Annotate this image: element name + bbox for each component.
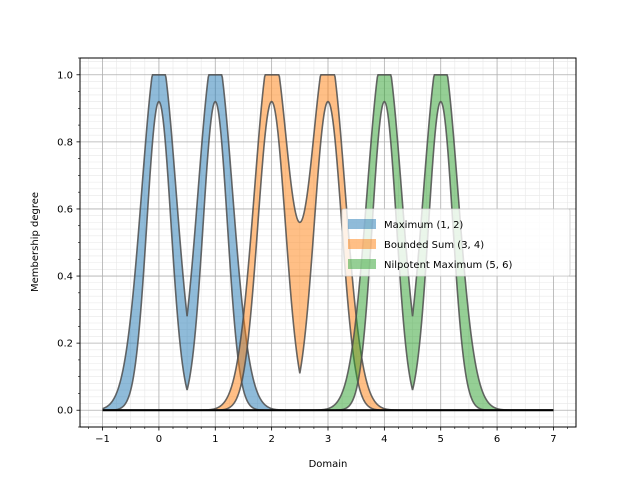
y-tick-label: 1.0: [57, 70, 73, 81]
y-tick-label: 0.4: [57, 272, 73, 283]
legend: Maximum (1, 2) Bounded Sum (3, 4) Nilpoten…: [341, 208, 571, 277]
x-tick-label: 5: [438, 434, 444, 445]
x-tick-label: 0: [156, 434, 162, 445]
x-tick-label: 1: [212, 434, 218, 445]
legend-label: Maximum (1, 2): [384, 220, 463, 231]
x-tick-label: 3: [325, 434, 331, 445]
legend-swatch: [348, 219, 376, 229]
x-tick-label: 4: [381, 434, 387, 445]
y-axis-label: Membership degree: [30, 192, 41, 292]
y-axis-ticks: 0.0 0.2 0.4 0.6 0.8 1.0: [57, 57, 80, 428]
x-axis-ticks: −1 0 1 2 3 4 5 6 7: [88, 427, 568, 445]
x-tick-label: −1: [95, 434, 110, 445]
legend-swatch: [348, 259, 376, 269]
legend-swatch: [348, 239, 376, 249]
x-axis-label: Domain: [309, 459, 348, 470]
y-tick-label: 0.8: [57, 137, 73, 148]
y-tick-label: 0.0: [57, 406, 73, 417]
legend-label: Nilpotent Maximum (5, 6): [384, 260, 512, 271]
y-tick-label: 0.6: [57, 204, 73, 215]
legend-label: Bounded Sum (3, 4): [384, 240, 484, 251]
x-tick-label: 7: [550, 434, 556, 445]
y-tick-label: 0.2: [57, 339, 73, 350]
legend-box: [341, 208, 571, 277]
x-tick-label: 2: [268, 434, 274, 445]
x-tick-label: 6: [494, 434, 500, 445]
